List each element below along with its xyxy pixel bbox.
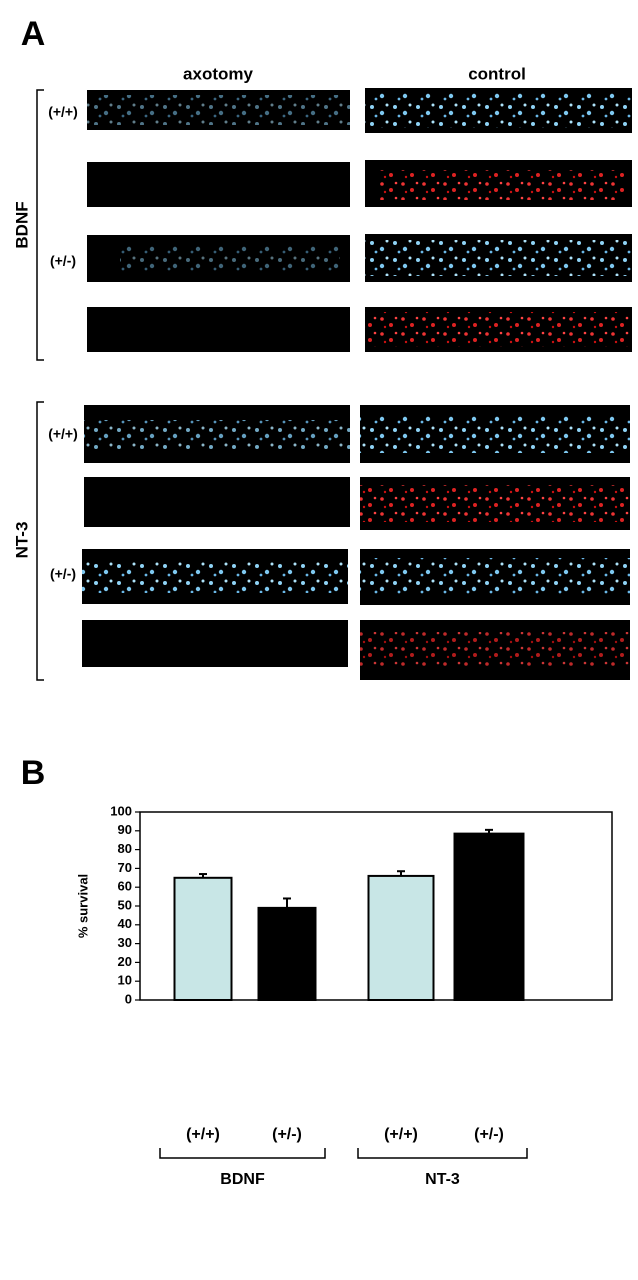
image-cells	[360, 485, 630, 522]
panel-label: A	[21, 15, 46, 53]
y-tick-label: 40	[118, 916, 132, 931]
image	[87, 162, 350, 207]
image-cells	[360, 632, 630, 667]
y-tick-label: 50	[118, 897, 132, 912]
genotype-label: (+/+)	[48, 104, 78, 120]
bracket	[36, 89, 44, 361]
image-cells	[360, 415, 630, 453]
group-label: NT-3	[425, 1171, 460, 1188]
micrograph-panel: A axotomy control BDNF NT-3 (+/+) (+/-) …	[12, 15, 632, 681]
y-tick-label: 100	[110, 803, 132, 818]
genotype-label: (+/-)	[50, 253, 76, 269]
genotype-label: (+/-)	[50, 566, 76, 582]
group-bracket	[357, 1148, 528, 1159]
x-tick-label: (+/-)	[474, 1126, 504, 1143]
column-label: control	[468, 64, 526, 83]
x-tick-label: (+/-)	[272, 1126, 302, 1143]
image-cells	[360, 558, 630, 596]
panel-label: B	[21, 754, 46, 792]
image-cells	[365, 240, 632, 276]
image	[87, 307, 350, 352]
y-tick-label: 80	[118, 841, 132, 856]
bracket	[36, 401, 44, 681]
image-cells	[365, 312, 632, 347]
y-tick-label: 70	[118, 860, 132, 875]
column-label: axotomy	[183, 64, 253, 83]
y-axis-label: % survival	[75, 874, 90, 938]
group-label: BDNF	[12, 201, 31, 248]
group-label: NT-3	[12, 522, 31, 559]
image-cells	[87, 95, 350, 125]
bar	[367, 874, 435, 1001]
bar	[453, 832, 525, 1001]
x-tick-label: (+/+)	[186, 1126, 220, 1143]
y-tick-label: 60	[118, 879, 132, 894]
genotype-label: (+/+)	[48, 426, 78, 442]
bar	[257, 906, 317, 1002]
y-tick-label: 10	[118, 973, 132, 988]
group-bracket	[159, 1148, 326, 1159]
image-cells	[120, 245, 340, 272]
bar	[173, 876, 233, 1001]
image-cells	[82, 560, 348, 593]
image-cells	[84, 420, 350, 450]
image	[82, 620, 348, 667]
group-label: BDNF	[220, 1171, 265, 1188]
image-cells	[365, 93, 632, 128]
y-tick-label: 0	[125, 991, 132, 1006]
image-cells	[380, 170, 625, 200]
y-tick-label: 30	[118, 935, 132, 950]
x-tick-label: (+/+)	[384, 1126, 418, 1143]
image	[84, 477, 350, 527]
y-tick-label: 90	[118, 822, 132, 837]
y-tick-label: 20	[118, 954, 132, 969]
